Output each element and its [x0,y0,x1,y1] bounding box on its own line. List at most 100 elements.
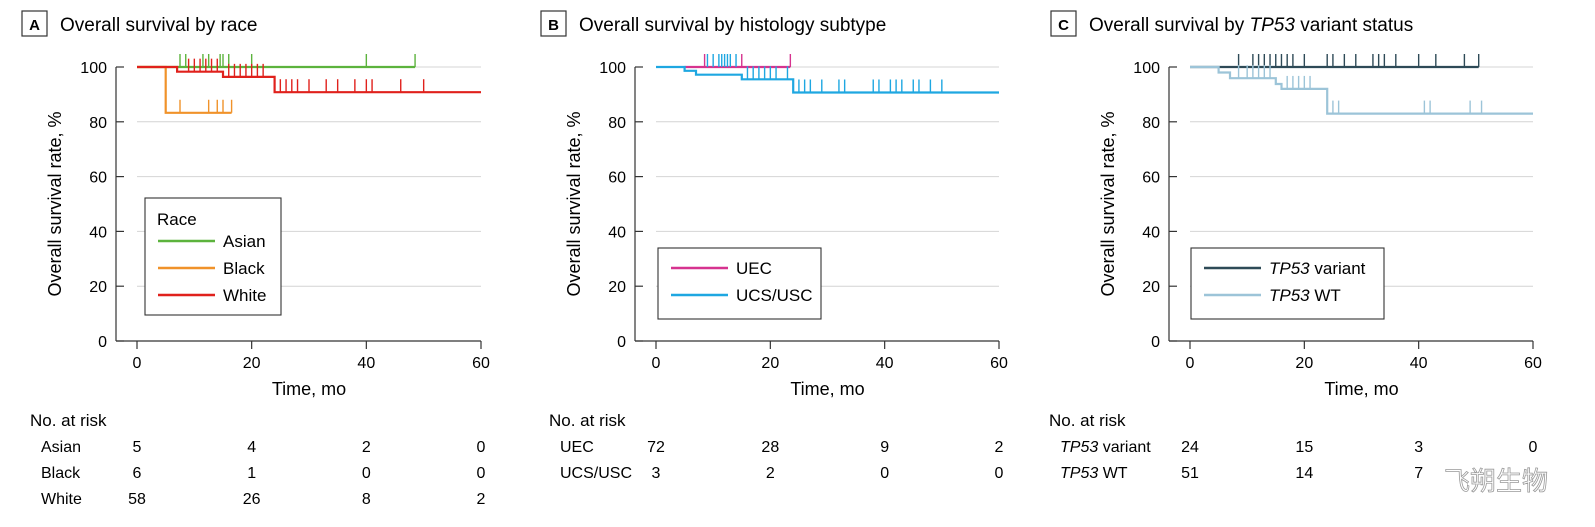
chart-title: Overall survival by race [60,15,257,36]
risk-row-label: TP53 WT [1060,465,1128,482]
risk-row-label: Black [41,465,81,482]
y-tick-label: 80 [89,115,107,132]
legend-label: UEC [736,259,772,278]
risk-count: 5 [133,439,142,456]
chart-title: Overall survival by TP53 variant status [1089,15,1413,36]
risk-count: 9 [880,439,889,456]
risk-count: 6 [133,465,142,482]
x-tick-label: 20 [243,355,261,372]
legend-box [1190,247,1385,320]
y-tick-label: 100 [80,60,107,77]
risk-row-label: UCS/USC [560,465,632,482]
risk-count: 0 [880,465,889,482]
risk-count: 58 [128,491,146,508]
panel-label-box [540,10,567,37]
x-tick-label: 40 [876,355,894,372]
risk-count: 72 [647,439,665,456]
survival-curve [1190,65,1533,115]
y-tick-label: 60 [1142,170,1160,187]
series-2 [137,65,233,114]
x-axis-label: Time, mo [790,379,864,399]
y-axis-label: Overall survival rate, % [1098,111,1118,296]
risk-count: 2 [995,439,1004,456]
risk-table: No. at risk Asian 5 4 2 0 Black 6 1 0 0 White 58 26 8 2 [30,411,486,508]
risk-count: 3 [652,465,661,482]
y-axis-label: Overall survival rate, % [45,111,65,296]
y-tick-label: 20 [1142,279,1160,296]
risk-count: 8 [362,491,371,508]
series-2 [1190,65,1533,115]
x-tick-label: 60 [1524,355,1542,372]
x-tick-label: 60 [472,355,490,372]
x-tick-label: 0 [1186,355,1195,372]
y-tick-label: 0 [1151,334,1160,351]
panel-c: C Overall survival by TP53 variant status… [1049,10,1542,482]
risk-count: 3 [1414,439,1423,456]
risk-table: No. at risk TP53 variant 24 15 3 0 TP53 WT 51 14… [1049,411,1538,482]
risk-table-heading: No. at risk [30,411,107,430]
x-axis-label: Time, mo [1324,379,1398,399]
x-tick-label: 20 [1295,355,1313,372]
risk-count: 2 [362,439,371,456]
x-tick-label: 40 [1410,355,1428,372]
risk-count: 0 [477,465,486,482]
risk-count: 0 [1529,439,1538,456]
y-tick-label: 100 [1133,60,1160,77]
y-tick-label: 80 [608,115,626,132]
y-tick-label: 40 [608,224,626,241]
legend-label: Asian [223,232,266,251]
risk-count: 4 [247,439,256,456]
survival-curve [656,65,999,94]
legend-label: TP53 WT [1269,286,1341,305]
panel-label: C [1058,17,1069,34]
chart-title: Overall survival by histology subtype [579,15,886,36]
risk-table-heading: No. at risk [549,411,626,430]
survival-curve [137,65,481,94]
risk-count: 14 [1295,465,1313,482]
series-1 [684,54,792,69]
legend-label: White [223,286,266,305]
legend-box [657,247,822,320]
y-tick-label: 0 [617,334,626,351]
risk-count: 0 [362,465,371,482]
risk-count: 51 [1181,465,1199,482]
risk-table-heading: No. at risk [1049,411,1126,430]
risk-count: 28 [761,439,779,456]
watermark: 飞朔生物 [1444,466,1548,496]
x-tick-label: 0 [133,355,142,372]
legend: TP53 variant TP53 WT [1190,247,1385,320]
panel-label: A [29,17,40,34]
risk-count: 0 [477,439,486,456]
panel-b: B Overall survival by histology subtype 0 2… [540,10,1008,482]
y-axis-label: Overall survival rate, % [564,111,584,296]
y-tick-label: 20 [608,279,626,296]
y-tick-label: 80 [1142,115,1160,132]
legend-title: Race [157,210,197,229]
x-tick-label: 40 [357,355,375,372]
risk-count: 1 [247,465,256,482]
risk-count: 2 [477,491,486,508]
legend-label: TP53 variant [1269,259,1366,278]
risk-row-label: Asian [41,439,81,456]
legend-label: Black [223,259,265,278]
legend: UEC UCS/USC [657,247,822,320]
x-tick-label: 0 [652,355,661,372]
risk-table: No. at risk UEC 72 28 9 2 UCS/USC 3 2 0 0 [549,411,1004,482]
risk-row-label: TP53 variant [1060,439,1151,456]
y-tick-label: 60 [608,170,626,187]
y-tick-label: 40 [89,224,107,241]
risk-count: 2 [766,465,775,482]
y-tick-label: 20 [89,279,107,296]
series-2 [656,54,999,94]
x-tick-label: 60 [990,355,1008,372]
x-tick-label: 20 [761,355,779,372]
risk-row-label: UEC [560,439,594,456]
risk-count: 0 [995,465,1004,482]
y-tick-label: 60 [89,170,107,187]
y-tick-label: 100 [599,60,626,77]
risk-row-label: White [41,491,82,508]
legend-label: UCS/USC [736,286,813,305]
legend: Race Asian Black White [144,197,282,316]
